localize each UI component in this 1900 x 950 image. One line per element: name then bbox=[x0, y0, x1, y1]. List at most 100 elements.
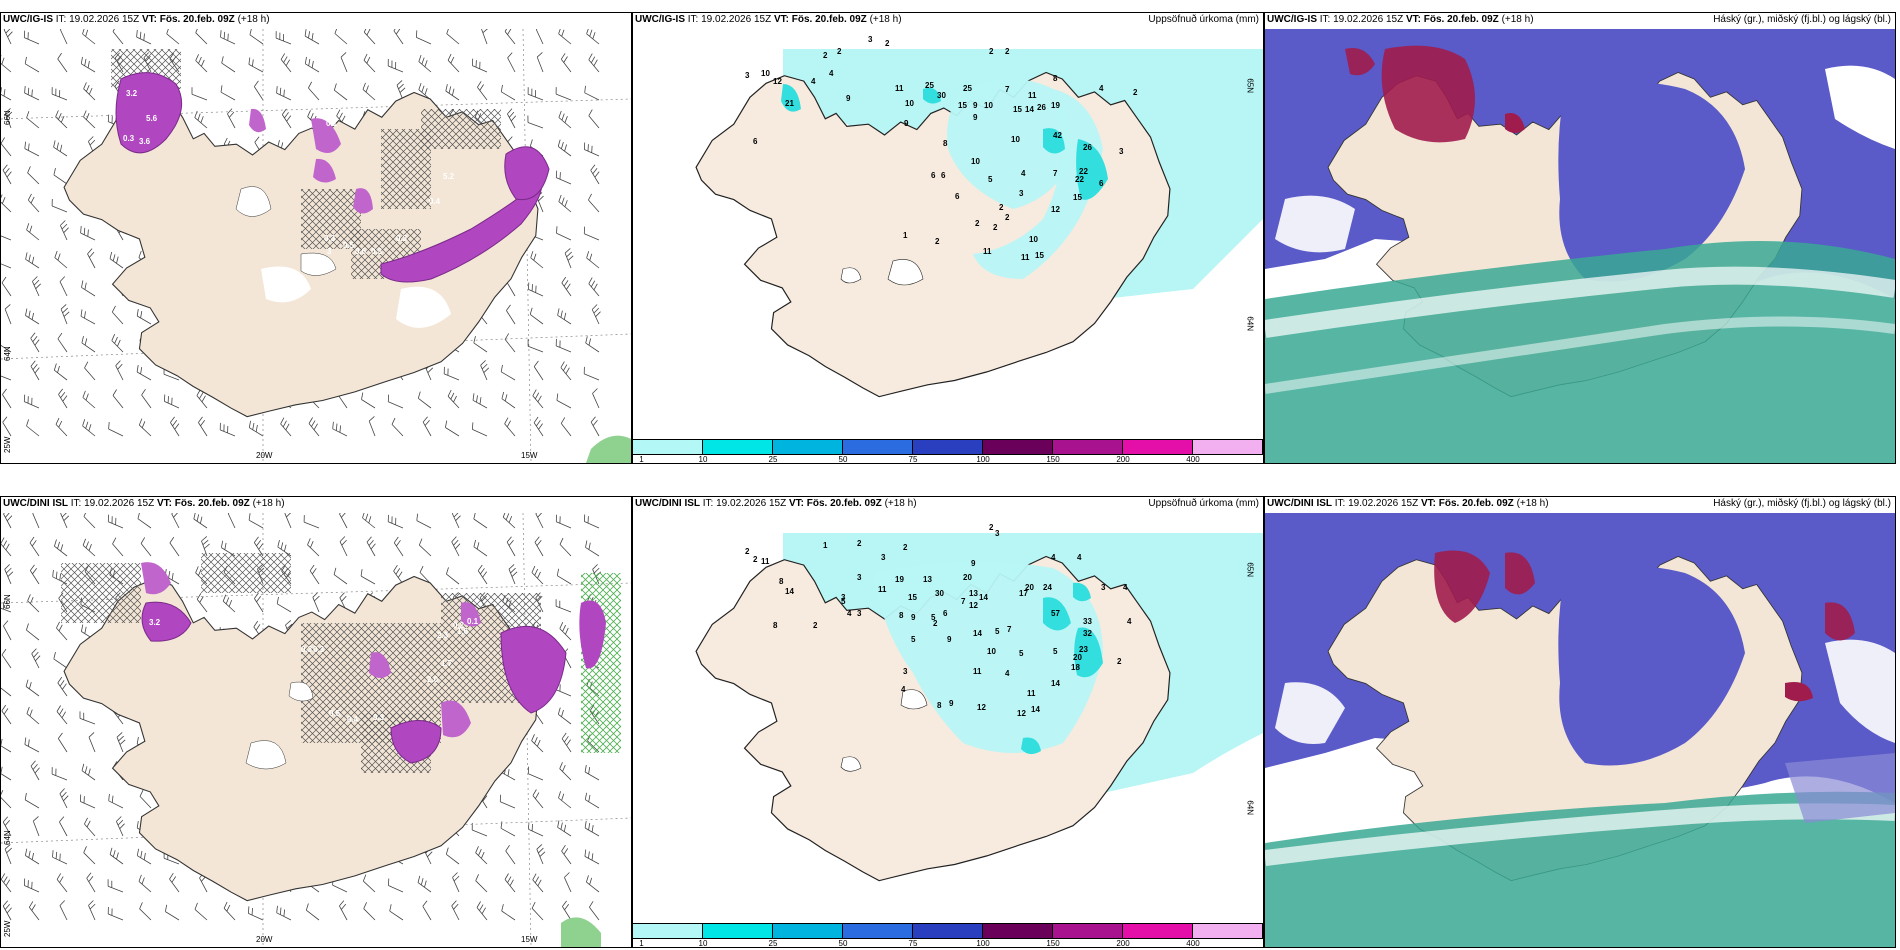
wind-barb bbox=[418, 54, 432, 73]
wind-barb bbox=[56, 705, 68, 725]
lat-label: 65N bbox=[1246, 562, 1255, 577]
precip-value: 30 bbox=[935, 589, 944, 598]
wind-barb bbox=[477, 81, 488, 101]
wind-barb bbox=[82, 29, 96, 45]
precip-value: 11 bbox=[1027, 689, 1036, 698]
wind-barb bbox=[248, 906, 264, 921]
wind-barb bbox=[555, 514, 572, 529]
precip-value: 12 bbox=[1017, 709, 1026, 718]
wind-barb bbox=[1, 873, 12, 893]
wind-barb bbox=[58, 388, 68, 409]
precip-value: 5 bbox=[911, 635, 916, 644]
precip-value: 3 bbox=[841, 593, 846, 602]
wind-barb bbox=[223, 901, 236, 921]
precip-value: 32 bbox=[1083, 629, 1092, 638]
wind-barb bbox=[116, 816, 125, 837]
wind-barb bbox=[280, 417, 292, 437]
precip-value: 9 bbox=[846, 94, 851, 103]
wind-barb bbox=[529, 307, 544, 325]
precip-value: 2 bbox=[1117, 657, 1122, 666]
precip-value: 9 bbox=[904, 119, 909, 128]
precip-value: 2 bbox=[933, 619, 938, 628]
precip-value: 10 bbox=[971, 157, 980, 166]
precip-value: 15 bbox=[1073, 193, 1082, 202]
wind-barb bbox=[32, 276, 41, 297]
wind-barb bbox=[527, 115, 544, 129]
wind-barb bbox=[57, 732, 68, 753]
wind-barb bbox=[555, 87, 572, 101]
precip-value: 3 bbox=[903, 667, 908, 676]
precip-legend: 1 10 25 50 75 100 150 200 400 bbox=[633, 439, 1263, 463]
wind-barb bbox=[30, 360, 40, 381]
wind-barb bbox=[284, 513, 292, 529]
precip-value: 11 bbox=[973, 667, 982, 676]
precip-value: 4 bbox=[811, 77, 816, 86]
wind-barb bbox=[362, 513, 376, 529]
precip-value: 6 bbox=[753, 137, 758, 146]
precip-value: 12 bbox=[969, 601, 978, 610]
precip-value: 24 bbox=[1043, 583, 1052, 592]
wind-barb bbox=[591, 304, 601, 325]
wind-barb bbox=[170, 416, 180, 437]
wind-barb bbox=[25, 308, 40, 325]
wind-barb bbox=[584, 849, 600, 865]
wind-barb bbox=[480, 360, 490, 381]
icing-value: 0.6 bbox=[355, 247, 367, 256]
wind-barb bbox=[481, 29, 488, 45]
wind-barb bbox=[504, 333, 516, 353]
precip-value: 4 bbox=[829, 69, 834, 78]
wind-barb bbox=[530, 251, 544, 269]
precip-map bbox=[633, 533, 1263, 923]
precip-value: 4 bbox=[1099, 84, 1104, 93]
wind-barb bbox=[83, 110, 96, 129]
wind-barb bbox=[26, 223, 40, 241]
precip-value: 5 bbox=[1019, 649, 1024, 658]
precip-value: 2 bbox=[935, 237, 940, 246]
precip-value: 14 bbox=[785, 587, 794, 596]
wind-barb bbox=[586, 29, 600, 45]
wind-barb bbox=[500, 84, 516, 101]
wind-barb bbox=[219, 422, 236, 437]
wind-barb bbox=[138, 874, 152, 893]
wind-barb bbox=[83, 82, 96, 101]
wind-barb bbox=[53, 140, 68, 157]
precip-value: 10 bbox=[1029, 235, 1038, 244]
wind-barb bbox=[2, 388, 12, 409]
wind-barb bbox=[57, 332, 68, 353]
wind-barb bbox=[506, 304, 516, 325]
wind-barb bbox=[27, 166, 40, 185]
panel-header: UWC/IG-IS IT: 19.02.2026 15Z VT: Fös. 20… bbox=[635, 14, 902, 25]
panel-header: UWC/IG-IS IT: 19.02.2026 15Z VT: Fös. 20… bbox=[1267, 14, 1534, 25]
wind-barb bbox=[366, 536, 376, 557]
wind-barb bbox=[532, 873, 544, 893]
precip-value: 5 bbox=[988, 175, 993, 184]
wind-barb bbox=[81, 336, 96, 353]
wind-barb bbox=[558, 29, 572, 45]
wind-barb bbox=[196, 389, 208, 409]
wind-barb bbox=[1, 194, 12, 213]
precip-value: 3 bbox=[1019, 189, 1024, 198]
wind-barb bbox=[51, 87, 68, 101]
icing-value: 0.3 bbox=[373, 713, 385, 722]
wind-barb bbox=[51, 198, 68, 213]
wind-barb bbox=[1, 263, 12, 269]
wind-barb bbox=[507, 52, 516, 73]
wind-barb bbox=[445, 84, 460, 101]
precip-value: 3 bbox=[745, 71, 750, 80]
legend-tick: 75 bbox=[908, 455, 918, 464]
wind-barb bbox=[332, 421, 348, 437]
legend-swatch bbox=[843, 924, 913, 938]
precip-value: 5 bbox=[1053, 647, 1058, 656]
wind-barb bbox=[1, 602, 12, 613]
wind-barb bbox=[88, 732, 96, 753]
precip-value: 21 bbox=[785, 99, 794, 108]
lat-label: 66N bbox=[3, 594, 12, 609]
wind-barb bbox=[115, 360, 124, 381]
wind-barb bbox=[26, 623, 40, 641]
wind-barb bbox=[333, 567, 348, 585]
legend-swatch bbox=[983, 440, 1053, 454]
wind-barb bbox=[141, 388, 152, 409]
wind-barb bbox=[82, 419, 96, 437]
legend-swatch bbox=[633, 924, 703, 938]
wind-barb bbox=[108, 421, 124, 437]
